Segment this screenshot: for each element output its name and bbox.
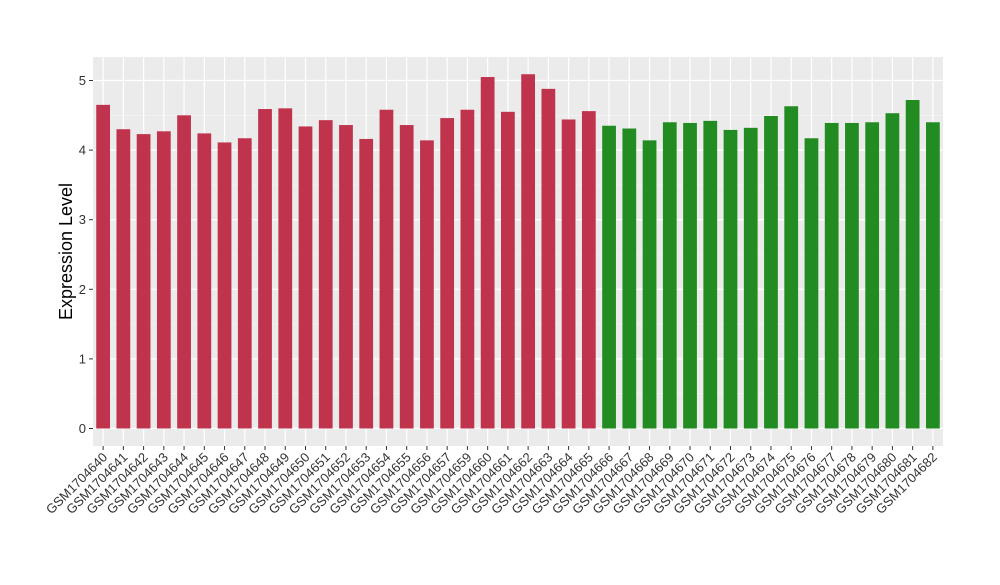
bar-GSM1704662 [521, 74, 535, 429]
bar-GSM1704643 [156, 131, 171, 429]
bar-GSM1704669 [662, 122, 677, 429]
bar-GSM1704642 [136, 134, 151, 429]
bar-GSM1704680 [885, 113, 900, 429]
bar-GSM1704678 [845, 122, 859, 429]
bar-GSM1704670 [683, 122, 697, 429]
y-axis: 0 1 2 3 4 5 [79, 73, 93, 436]
bar-GSM1704677 [824, 122, 839, 429]
bar-GSM1704640 [96, 104, 110, 429]
y-tick-label: 4 [79, 143, 86, 158]
bar-GSM1704679 [865, 122, 880, 429]
bar-GSM1704644 [177, 115, 191, 429]
bar-GSM1704661 [501, 111, 515, 429]
bar-GSM1704663 [541, 88, 556, 429]
bar-GSM1704666 [602, 125, 616, 429]
bar-GSM1704645 [197, 133, 212, 429]
bar-GSM1704650 [298, 126, 313, 429]
bar-GSM1704654 [379, 109, 394, 429]
y-tick-label: 5 [79, 73, 86, 88]
y-tick-label: 1 [79, 351, 86, 366]
bar-GSM1704664 [561, 119, 576, 429]
bar-GSM1704675 [784, 106, 799, 429]
bar-GSM1704660 [480, 77, 495, 429]
bar-GSM1704676 [804, 138, 819, 429]
bar-GSM1704648 [258, 109, 272, 429]
bar-GSM1704668 [642, 140, 657, 429]
y-tick-label: 3 [79, 212, 86, 227]
bar-GSM1704682 [926, 122, 940, 429]
bar-GSM1704674 [764, 116, 778, 429]
bar-GSM1704649 [278, 108, 293, 429]
bar-GSM1704655 [399, 125, 414, 429]
bar-GSM1704652 [339, 125, 353, 429]
bar-GSM1704665 [581, 111, 596, 429]
y-axis-label: Expression Level [56, 183, 76, 320]
bar-GSM1704647 [237, 138, 252, 429]
bar-GSM1704673 [743, 127, 758, 429]
y-tick-label: 2 [79, 282, 86, 297]
bar-GSM1704651 [318, 120, 333, 429]
bar-GSM1704653 [359, 138, 374, 429]
bars-group [96, 74, 940, 429]
plot-panel-background [93, 57, 943, 446]
bar-GSM1704646 [217, 142, 232, 429]
bar-GSM1704681 [905, 99, 920, 429]
bar-GSM1704657 [440, 118, 455, 429]
bar-GSM1704667 [622, 128, 637, 429]
minor-gridlines [93, 115, 943, 395]
bar-GSM1704659 [460, 109, 475, 429]
bar-GSM1704656 [420, 140, 434, 429]
x-axis: GSM1704640GSM1704641GSM1704642GSM1704643… [43, 446, 940, 517]
y-tick-label: 0 [79, 421, 86, 436]
bar-GSM1704672 [723, 129, 738, 429]
bar-GSM1704641 [116, 129, 131, 429]
bar-GSM1704671 [703, 120, 718, 429]
